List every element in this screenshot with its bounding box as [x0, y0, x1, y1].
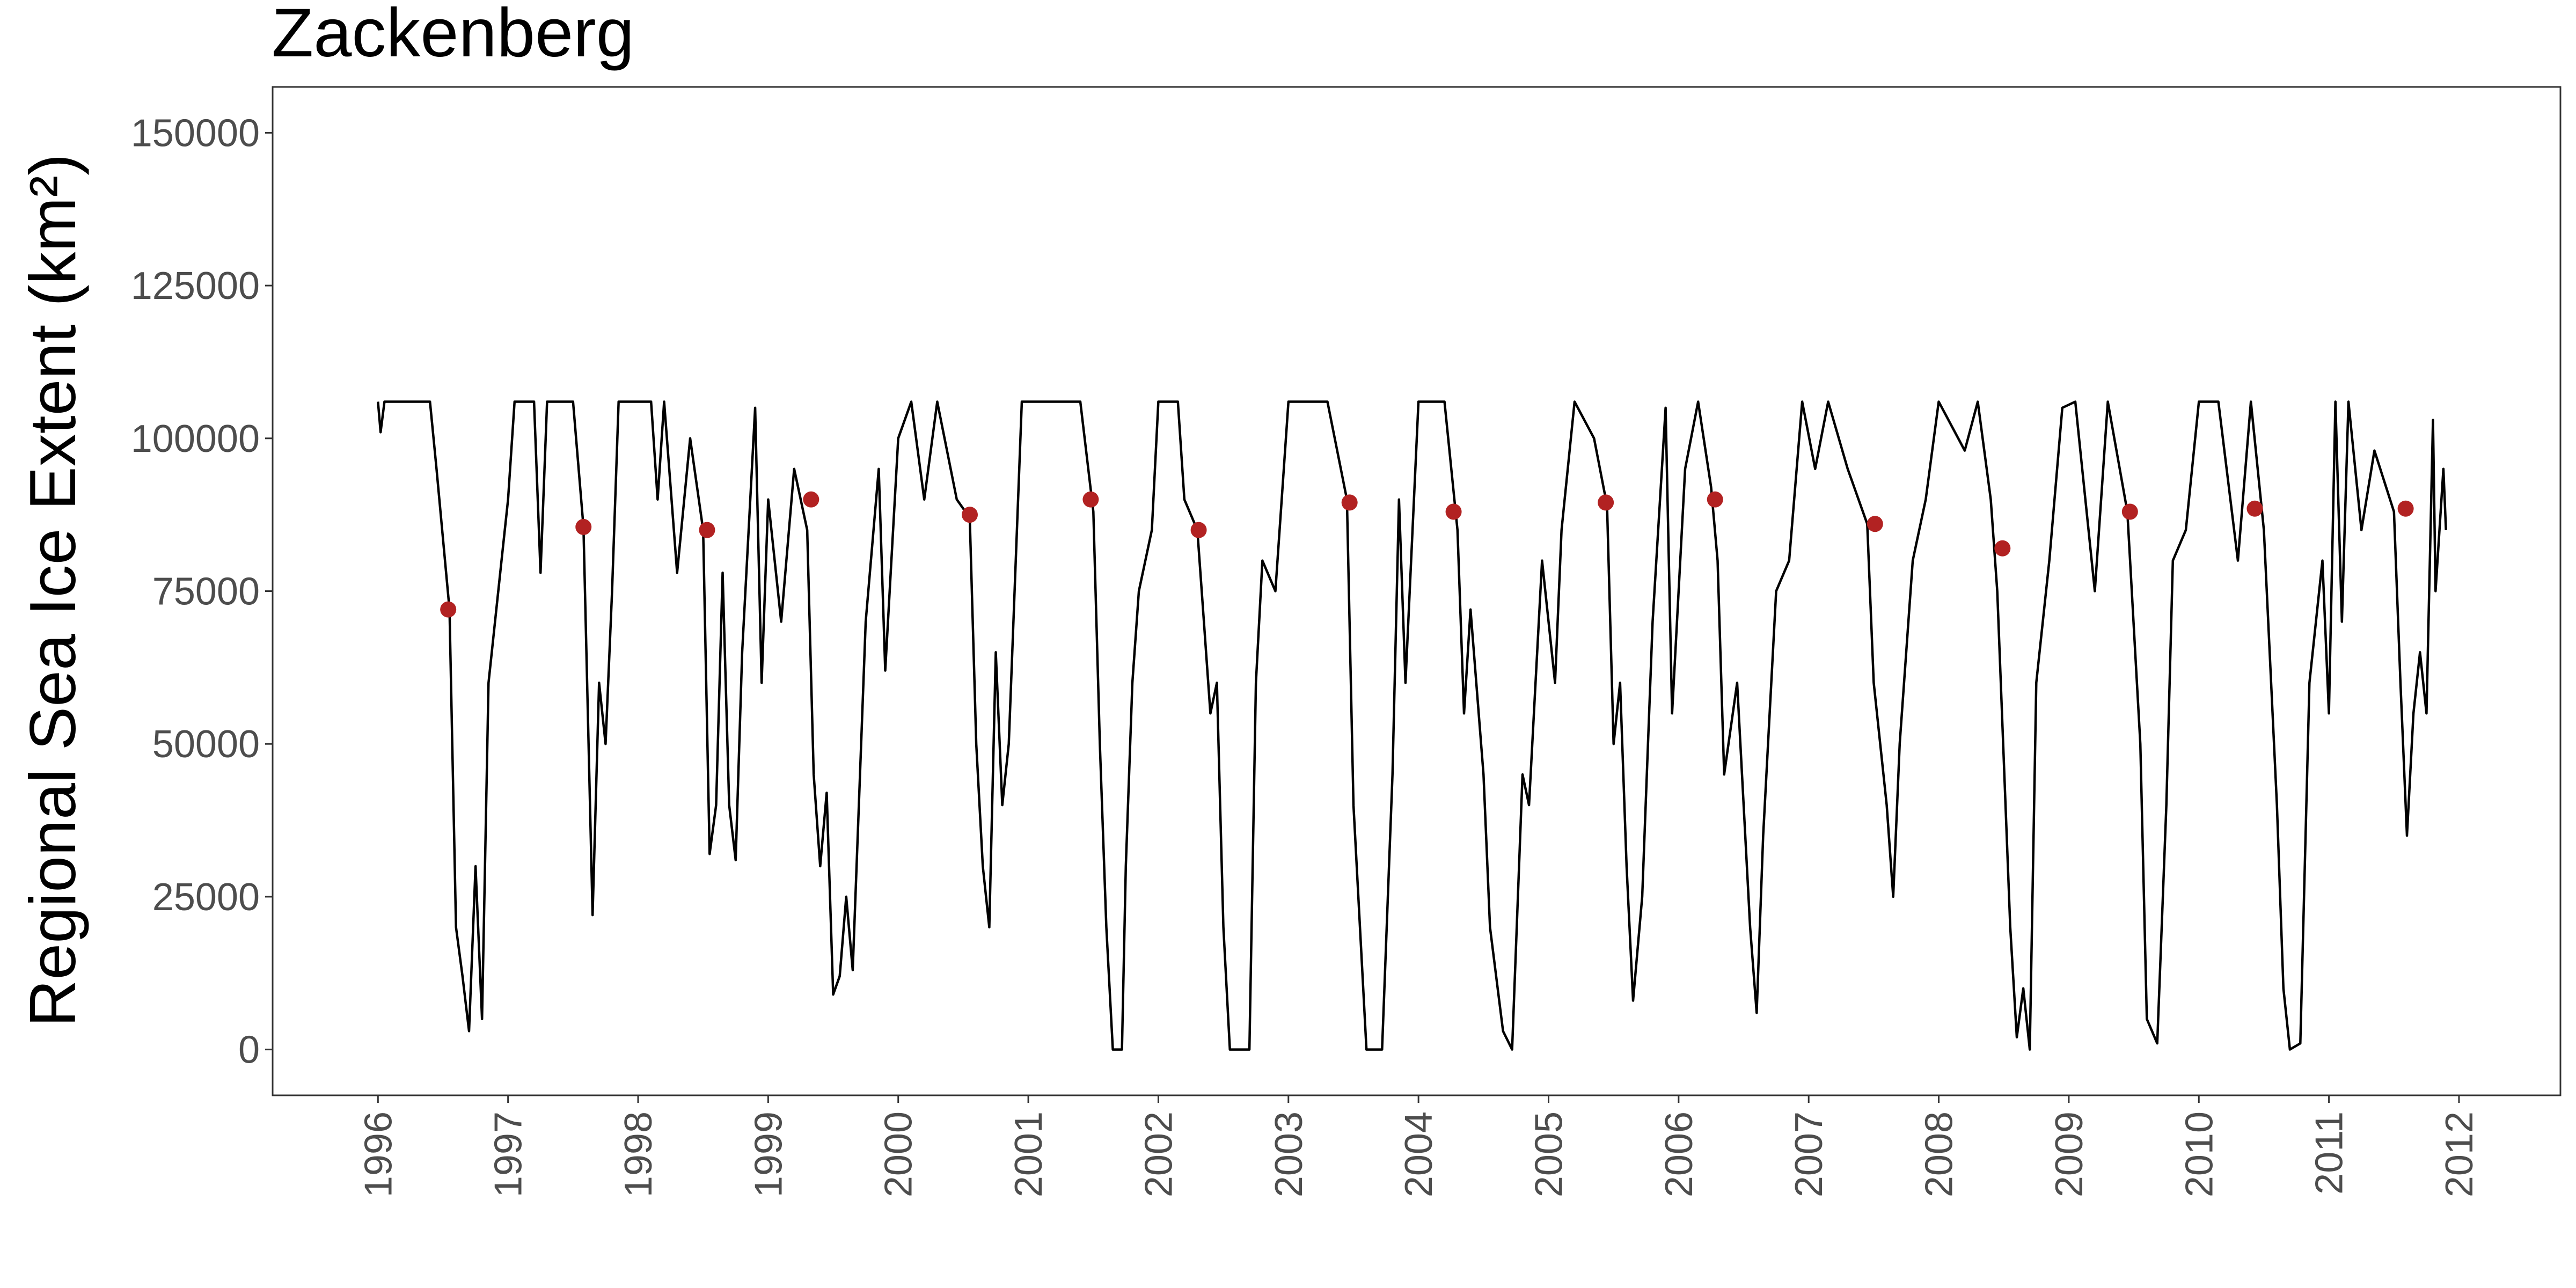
point	[2121, 503, 2138, 520]
x-tick-label: 2009	[2048, 1111, 2091, 1197]
point	[2397, 500, 2414, 517]
y-tick-label: 0	[238, 1029, 260, 1072]
y-axis-label: Regional Sea Ice Extent (km²)	[16, 153, 89, 1027]
y-tick-label: 150000	[131, 112, 260, 155]
x-tick-label: 1996	[357, 1111, 400, 1197]
point	[1341, 494, 1358, 511]
x-tick-label: 2003	[1268, 1111, 1311, 1197]
point	[1082, 491, 1099, 508]
y-tick-label: 50000	[152, 723, 260, 766]
point	[1190, 522, 1207, 538]
y-tick-label: 100000	[131, 418, 260, 460]
y-tick-label: 125000	[131, 265, 260, 308]
x-tick-label: 2000	[877, 1111, 920, 1197]
point	[1867, 516, 1883, 532]
x-tick-label: 1998	[617, 1111, 660, 1197]
x-tick-label: 2006	[1658, 1111, 1701, 1197]
x-tick-label: 2002	[1137, 1111, 1180, 1197]
x-tick-label: 2004	[1397, 1111, 1440, 1197]
point	[1598, 494, 1614, 511]
x-tick-label: 2001	[1007, 1111, 1050, 1197]
x-tick-label: 2010	[2178, 1111, 2221, 1197]
x-tick-label: 2012	[2438, 1111, 2481, 1197]
point	[962, 507, 978, 523]
point	[440, 601, 457, 618]
series-line	[377, 400, 2447, 1051]
chart-title: Zackenberg	[272, 0, 634, 71]
y-tick-label: 75000	[152, 570, 260, 613]
x-tick-label: 2005	[1527, 1111, 1570, 1197]
x-tick-label: 2008	[1918, 1111, 1961, 1197]
x-tick-label: 2011	[2308, 1111, 2351, 1195]
point	[2246, 500, 2263, 517]
point	[803, 491, 819, 508]
y-tick-label: 25000	[152, 876, 260, 919]
point	[699, 522, 715, 538]
x-tick-label: 1999	[747, 1111, 790, 1197]
point	[1707, 491, 1723, 508]
x-tick-label: 2007	[1788, 1111, 1831, 1197]
point	[575, 518, 592, 535]
x-tick-label: 1997	[487, 1111, 530, 1197]
point	[1445, 503, 1462, 520]
point	[1994, 540, 2011, 557]
